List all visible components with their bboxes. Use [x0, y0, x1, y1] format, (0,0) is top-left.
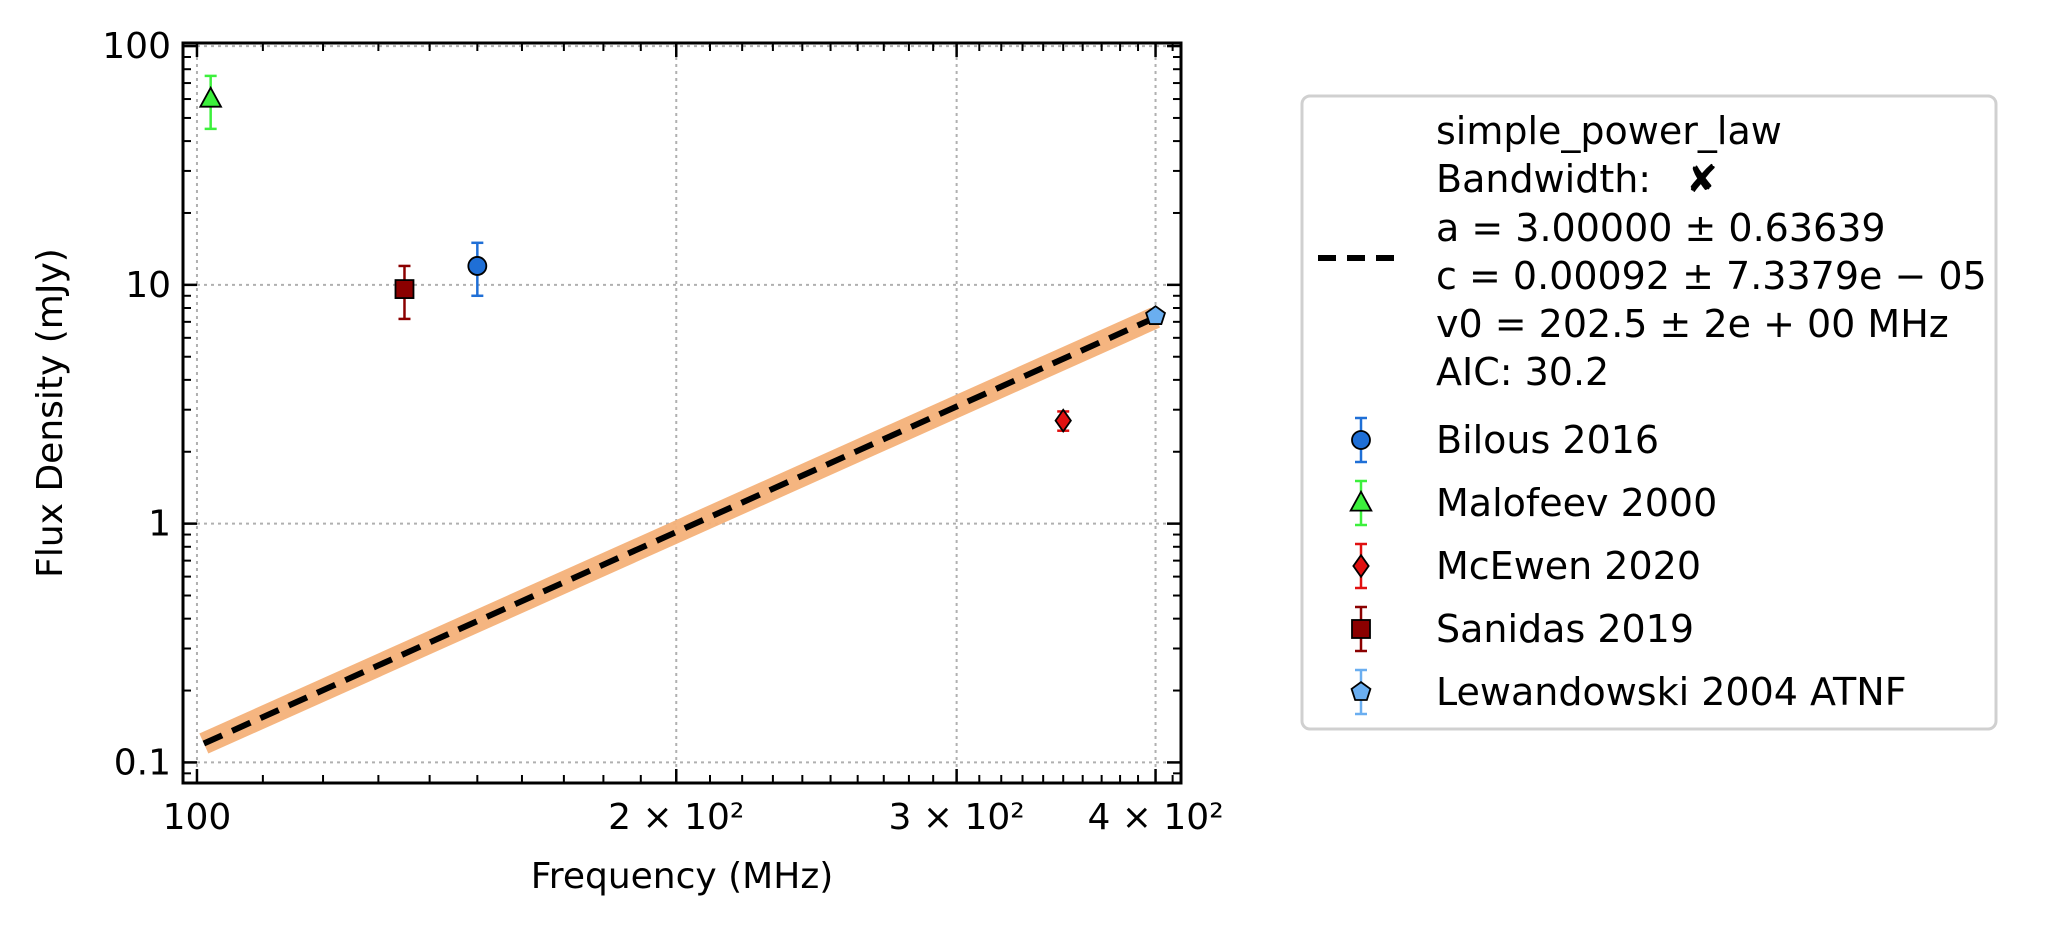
legend-label: Sanidas 2019 — [1436, 607, 1694, 651]
legend-series: Bilous 2016 Malofeev 2000 McEwen 2020 Sanid… — [1349, 416, 1907, 716]
legend-label: McEwen 2020 — [1436, 544, 1701, 588]
legend-fit-param: a = 3.00000 ± 0.63639 — [1436, 206, 1886, 250]
ticks — [183, 43, 1181, 783]
legend-label: Bilous 2016 — [1436, 418, 1659, 462]
data-points — [198, 74, 1167, 433]
data-point — [1145, 305, 1167, 325]
y-tick-label: 10 — [125, 265, 171, 306]
tick-labels: 100 2 × 10² 3 × 10² 4 × 10² 100 10 1 0.1 — [102, 26, 1223, 838]
legend-fit-param: c = 0.00092 ± 7.3379e − 05 — [1436, 254, 1987, 298]
legend-label: Lewandowski 2004 ATNF — [1436, 670, 1907, 714]
x-tick-label: 2 × 10² — [608, 797, 744, 838]
legend-fit-param: AIC: 30.2 — [1436, 350, 1609, 394]
legend-marker — [1349, 489, 1373, 512]
x-tick-label: 100 — [163, 797, 232, 838]
legend-bandwidth-cross-icon: ✘ — [1686, 157, 1718, 201]
legend-marker — [1351, 619, 1371, 639]
data-point — [198, 85, 223, 108]
legend: simple_power_law Bandwidth: ✘ a = 3.0000… — [1300, 94, 1998, 731]
legend-label: Malofeev 2000 — [1436, 481, 1717, 525]
x-tick-label: 3 × 10² — [889, 797, 1025, 838]
legend-marker — [1350, 680, 1372, 701]
x-tick-label: 4 × 10² — [1087, 797, 1223, 838]
data-point — [467, 256, 488, 276]
legend-fit-name: simple_power_law — [1436, 109, 1782, 153]
legend-frame — [1300, 94, 1998, 731]
legend-marker — [1351, 430, 1371, 450]
plot-frame — [181, 41, 1183, 785]
legend-fit-param: v0 = 202.5 ± 2e + 00 MHz — [1436, 302, 1949, 346]
x-axis-title: Frequency (MHz) — [531, 856, 834, 897]
data-point — [1054, 408, 1072, 433]
fit-line — [202, 314, 1157, 747]
legend-marker — [1352, 553, 1370, 579]
fit-line — [199, 307, 1161, 754]
y-tick-label: 0.1 — [114, 742, 171, 783]
y-tick-label: 100 — [102, 26, 171, 67]
legend-fit-bandwidth: Bandwidth: — [1436, 157, 1651, 201]
data-point — [394, 279, 415, 299]
y-tick-label: 1 — [148, 504, 171, 545]
y-axis-title: Flux Density (mJy) — [30, 248, 71, 578]
grid — [183, 43, 1181, 783]
